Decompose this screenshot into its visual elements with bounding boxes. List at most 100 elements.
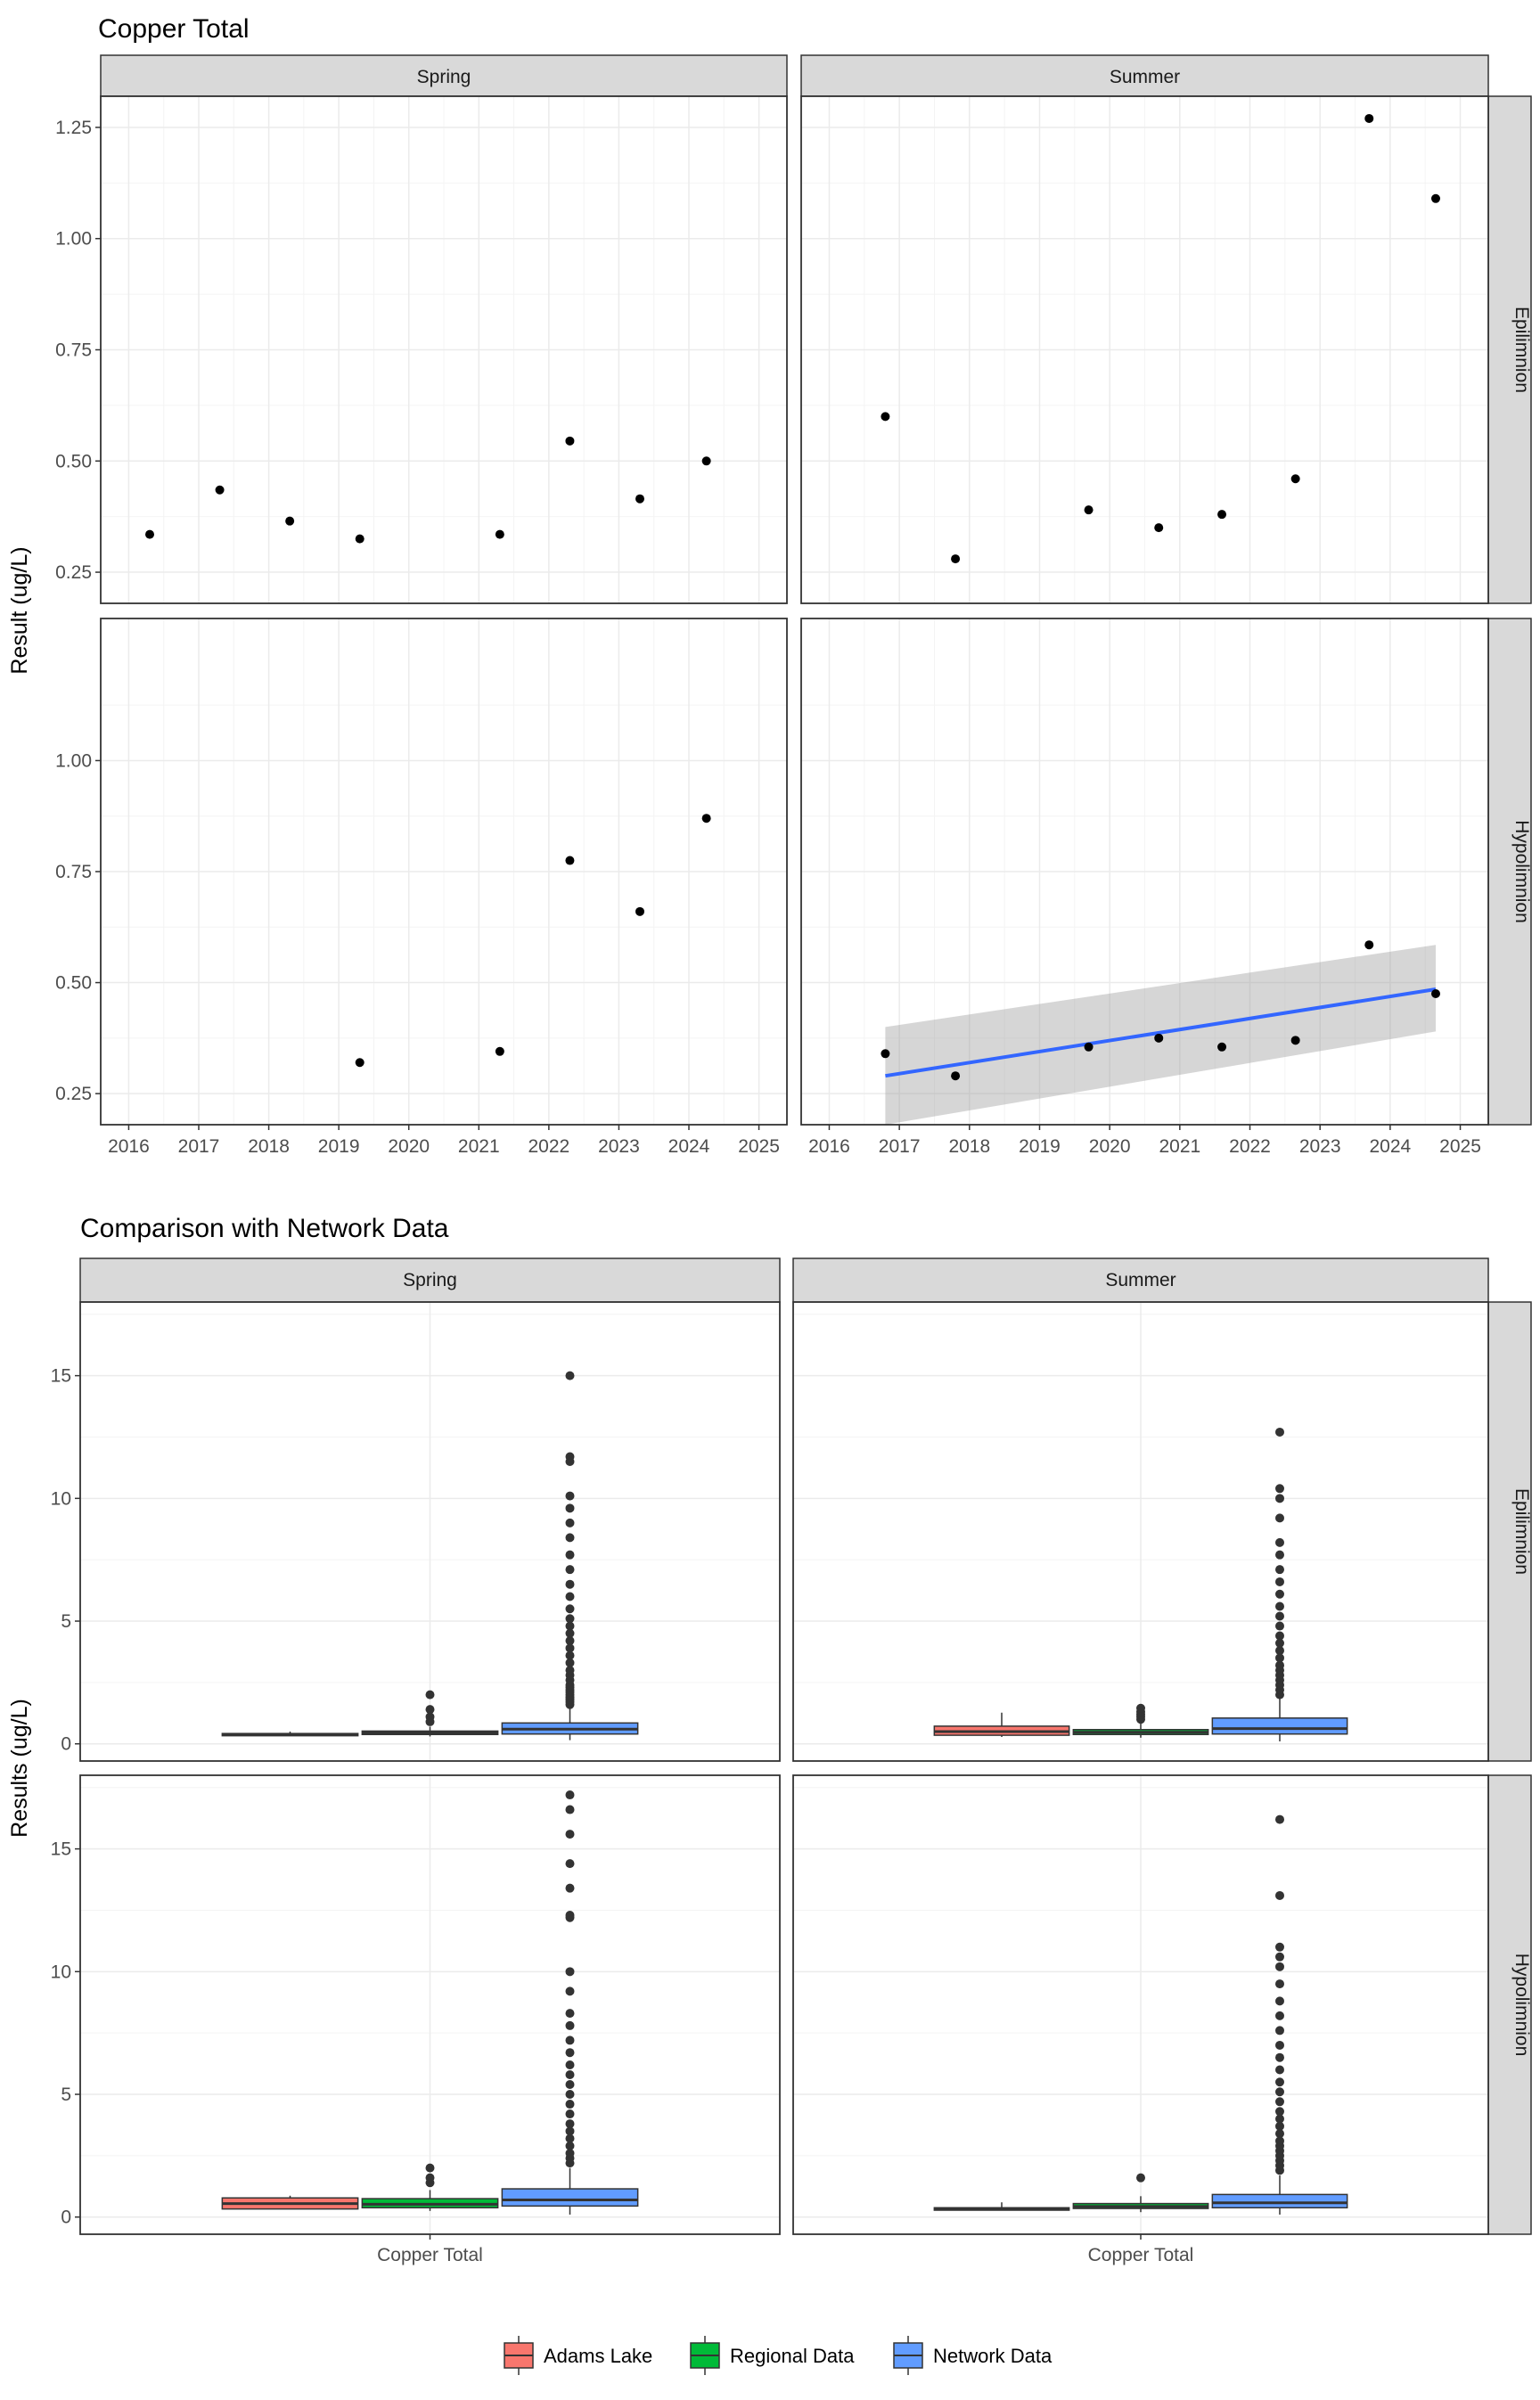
outlier-point [1275, 1638, 1284, 1648]
x-tick-label: 2021 [1159, 1136, 1200, 1157]
data-point [881, 412, 890, 422]
facet-label-spring: Spring [403, 1270, 457, 1290]
facet-strip-epilimnion [1487, 95, 1532, 604]
data-point [701, 814, 711, 823]
facet-strip-spring [79, 1257, 781, 1303]
outlier-point [565, 2119, 575, 2129]
outlier-point [1275, 2114, 1284, 2124]
facet-strip-hypolimnion [1487, 1774, 1532, 2235]
y-tick-label: 10 [51, 1488, 71, 1509]
y-axis-title: Results (ug/L) [7, 1699, 32, 1838]
panel-border [800, 95, 1489, 604]
outlier-point [565, 1371, 575, 1380]
facet-strip-hypolimnion [1487, 618, 1532, 1126]
y-tick-label: 0 [61, 2208, 71, 2228]
data-point [1430, 193, 1440, 203]
outlier-point [1275, 1611, 1284, 1621]
outlier-point [1275, 2087, 1284, 2097]
data-point [701, 456, 711, 466]
box-adams-lake [933, 2202, 1070, 2211]
data-point [635, 906, 644, 916]
data-point [1084, 505, 1094, 515]
legend-label: Network Data [933, 2345, 1053, 2367]
outlier-point [1275, 2097, 1284, 2107]
chart-title: Comparison with Network Data [80, 1214, 449, 1243]
outlier-point [565, 1986, 575, 1996]
x-tick-label: Copper Total [1088, 2245, 1194, 2265]
outlier-point [1275, 1996, 1284, 2006]
data-point [145, 529, 154, 539]
x-tick-label: 2025 [1439, 1136, 1481, 1157]
outlier-point [565, 1604, 575, 1614]
outlier-point [1275, 2121, 1284, 2131]
outlier-point [1275, 2107, 1284, 2117]
data-point [285, 516, 295, 526]
outlier-point [565, 1666, 575, 1675]
x-tick-label: 2017 [178, 1136, 220, 1157]
outlier-point [425, 2163, 435, 2173]
outlier-point [425, 2173, 435, 2183]
outlier-point [1136, 2173, 1145, 2183]
outlier-point [565, 2149, 575, 2158]
outlier-point [565, 1533, 575, 1543]
outlier-point [1275, 1427, 1284, 1437]
outlier-point [1275, 1621, 1284, 1631]
data-point [1154, 1033, 1164, 1043]
box-regional-data [361, 2163, 499, 2211]
facet-label-hypolimnion: Hypolimnion [1511, 820, 1532, 923]
y-tick-label: 0.25 [55, 562, 92, 583]
legend-label: Adams Lake [544, 2345, 652, 2367]
x-tick-label: 2025 [738, 1136, 780, 1157]
y-tick-label: 0.50 [55, 973, 92, 994]
y-tick-label: 1.00 [55, 229, 92, 250]
legend-item-network-data: Network Data [893, 2336, 1053, 2375]
outlier-point [1275, 1589, 1284, 1599]
data-point [565, 436, 575, 446]
data-point [1217, 1042, 1227, 1052]
trend-line [885, 987, 1437, 1078]
legend-label: Regional Data [730, 2345, 855, 2367]
outlier-point [1275, 2136, 1284, 2146]
copper-total-scatter-chart: Copper Total Spring Summer Epilimnion Hypoli… [7, 14, 1532, 1157]
outlier-point [1275, 1537, 1284, 1547]
outlier-point [565, 1651, 575, 1660]
outlier-point [565, 1491, 575, 1501]
y-tick-label: 5 [61, 2085, 71, 2105]
data-point [215, 485, 225, 495]
outlier-point [565, 1967, 575, 1977]
y-tick-label: 5 [61, 1611, 71, 1632]
data-point [881, 1049, 890, 1059]
outlier-point [1275, 1814, 1284, 1824]
outlier-point [565, 1579, 575, 1589]
facet-label-summer: Summer [1105, 1270, 1175, 1290]
outlier-point [1275, 1646, 1284, 1656]
facet-label-spring: Spring [417, 67, 471, 87]
outlier-point [1275, 1631, 1284, 1641]
outlier-point [1275, 1660, 1284, 1670]
outlier-point [425, 1690, 435, 1700]
x-tick-label: 2016 [108, 1136, 150, 1157]
outlier-point [565, 2090, 575, 2100]
panel-border [800, 618, 1489, 1126]
outlier-point [1275, 2026, 1284, 2035]
x-tick-label: 2017 [879, 1136, 921, 1157]
y-tick-label: 0.75 [55, 862, 92, 882]
x-tick-label: 2023 [598, 1136, 640, 1157]
facet-label-summer: Summer [1110, 67, 1180, 87]
outlier-point [1275, 1979, 1284, 1989]
outlier-point [565, 1565, 575, 1575]
outlier-point [565, 1658, 575, 1667]
outlier-point [1275, 1653, 1284, 1663]
outlier-point [565, 1452, 575, 1462]
facet-label-epilimnion: Epilimnion [1511, 307, 1532, 393]
data-point [1154, 523, 1164, 533]
outlier-point [565, 2080, 575, 2090]
data-point [635, 494, 644, 504]
outlier-point [1275, 2065, 1284, 2075]
box-network-data [501, 1790, 639, 2215]
y-tick-label: 0 [61, 1734, 71, 1755]
x-tick-label: 2022 [1229, 1136, 1271, 1157]
outlier-point [565, 2069, 575, 2079]
outlier-point [1275, 2011, 1284, 2020]
